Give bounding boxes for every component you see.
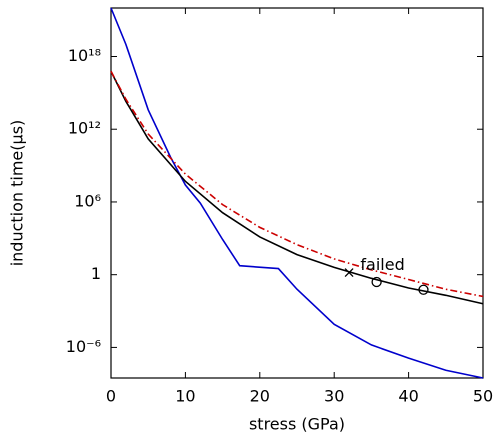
x-tick-label: 40 (398, 387, 418, 406)
series-line (110, 7, 484, 379)
x-tick-label: 10 (175, 387, 195, 406)
series-line (110, 70, 484, 305)
marker-x (344, 268, 354, 278)
plot-frame (110, 7, 484, 379)
series-line (110, 70, 484, 298)
x-axis-label: stress (GPa) (249, 415, 345, 434)
x-tick-label: 50 (473, 387, 493, 406)
x-tick-label: 20 (250, 387, 270, 406)
annotation: failed (360, 255, 404, 274)
y-axis-label: induction time(μs) (8, 120, 27, 267)
marker-circle (371, 276, 382, 288)
marker-circle (418, 284, 429, 295)
y-tick-label: 10¹² (68, 119, 101, 138)
y-tick-label: 1 (91, 264, 101, 283)
y-tick-label: 10¹⁸ (68, 46, 101, 65)
x-tick-label: 30 (324, 387, 344, 406)
y-tick-label: 10⁶ (74, 191, 101, 210)
x-tick-label: 0 (106, 387, 116, 406)
y-tick-label: 10⁻⁶ (66, 337, 101, 356)
